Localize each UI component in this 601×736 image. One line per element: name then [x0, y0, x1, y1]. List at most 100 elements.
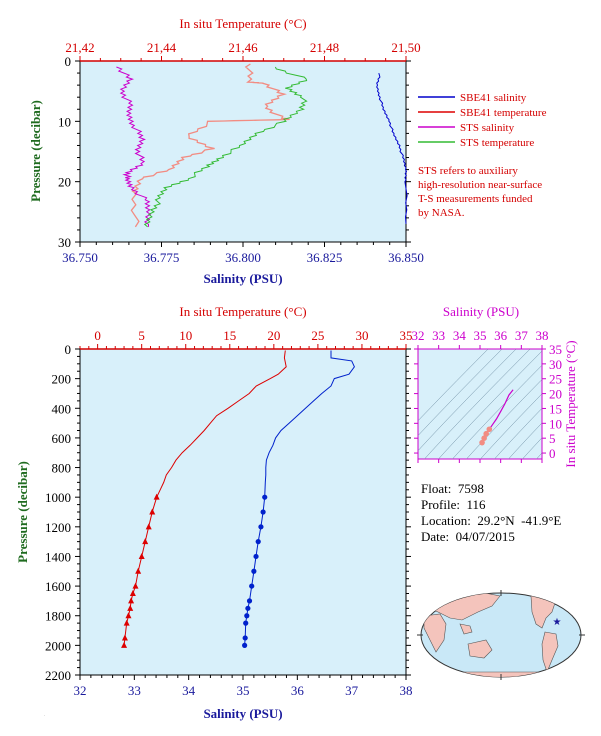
salinity-marker	[244, 613, 250, 619]
legend-label: SBE41 salinity	[460, 92, 527, 104]
temperature-marker	[125, 612, 132, 619]
upper-panel: In situ Temperature (°C) 21,42 21,44 21,46…	[28, 16, 547, 286]
upper-series-line-0	[376, 72, 408, 224]
temperature-marker	[121, 641, 128, 648]
upper-y-tick-label: 30	[58, 235, 71, 250]
ts-density-contours	[418, 349, 542, 459]
map-graticule	[417, 590, 585, 680]
lower-top-tick-label: 0	[94, 328, 101, 343]
lower-bottom-tick-label: 34	[182, 683, 196, 698]
sts-note: STS refers to auxiliary high-resolution …	[418, 165, 542, 219]
sts-note-line-1: STS refers to auxiliary	[418, 165, 518, 177]
lower-bottom-axis-title: Salinity (PSU)	[203, 706, 282, 721]
temperature-marker	[153, 493, 160, 500]
upper-series	[116, 63, 408, 228]
ts-right-tick-label: 30	[549, 357, 562, 372]
ts-right-tick-label: 10	[549, 416, 562, 431]
ts-right-tick-label: 35	[549, 342, 562, 357]
lower-bottom-tick-label: 37	[345, 683, 359, 698]
salinity-marker	[242, 642, 248, 648]
lower-y-tick-label: 800	[52, 461, 72, 476]
ts-top-tick-label: 33	[432, 328, 445, 343]
ts-right-tick-label: 25	[549, 372, 562, 387]
map-land-south-america	[541, 631, 559, 673]
lower-y-tick-label: 1400	[45, 549, 71, 564]
lower-bottom-tick-label: 36	[291, 683, 305, 698]
upper-bottom-ticks: 36.750 36.775 36.800 36.825 36.850	[62, 242, 424, 265]
salinity-marker	[251, 568, 257, 574]
ts-right-tick-label: 15	[549, 401, 562, 416]
ts-density-contour	[424, 349, 531, 459]
lower-y-tick-label: 1600	[45, 579, 71, 594]
temperature-marker	[123, 619, 130, 626]
ts-inset-right-axis-title: In situ Temperature (°C)	[563, 340, 578, 467]
upper-plot-area	[79, 60, 407, 243]
upper-series-line-3	[143, 66, 308, 228]
salinity-marker	[262, 494, 268, 500]
temperature-marker	[127, 604, 134, 611]
ts-right-tick-label: 5	[549, 431, 556, 446]
float-location: Location: 29.2°N -41.9°E	[421, 513, 562, 528]
ts-inset-top-axis-title: Salinity (PSU)	[443, 304, 519, 319]
sts-note-line-4: by NASA.	[418, 207, 465, 219]
ts-top-tick-label: 32	[412, 328, 425, 343]
upper-top-tick-label: 21,48	[310, 40, 339, 55]
temperature-marker	[129, 590, 136, 596]
legend-label: SBE41 temperature	[460, 107, 547, 119]
upper-bottom-tick-label: 36.825	[307, 250, 343, 265]
upper-y-tick-label: 10	[58, 114, 71, 129]
ts-top-tick-label: 35	[474, 328, 487, 343]
ts-inset-top-ticks: 32 33 34 35 36 37 38	[412, 328, 549, 463]
lower-series	[121, 350, 355, 648]
upper-bottom-tick-label: 36.750	[62, 250, 98, 265]
lower-bottom-tick-label: 38	[400, 683, 413, 698]
ts-density-contour	[438, 350, 542, 459]
upper-y-tick-label: 20	[58, 175, 71, 190]
temperature-marker	[142, 538, 149, 545]
legend-label: STS salinity	[460, 122, 515, 134]
map-land-australia	[467, 639, 493, 659]
ts-deep-point	[486, 426, 493, 433]
salinity-marker	[246, 598, 253, 604]
upper-bottom-tick-label: 36.775	[144, 250, 180, 265]
lower-y-tick-label: 2200	[45, 668, 71, 683]
world-map: ★	[417, 590, 585, 680]
map-land-southeast-asia	[459, 623, 473, 635]
temperature-marker	[128, 597, 135, 604]
float-location-star-icon: ★	[553, 617, 562, 628]
lower-top-tick-label: 35	[400, 328, 413, 343]
salinity-marker	[255, 539, 261, 545]
lower-y-ticks: 0 200 400 600 800 1000 1200 1400 1600 1800 2000 220…	[45, 342, 411, 683]
temperature-marker	[149, 508, 156, 515]
float-info: Float: 7598 Profile: 116 Location: 29.2°…	[421, 481, 561, 545]
legend-label: STS temperature	[460, 137, 534, 149]
lower-y-tick-label: 1000	[45, 490, 71, 505]
ts-density-contour	[418, 349, 489, 422]
upper-bottom-tick-label: 36.800	[225, 250, 261, 265]
temperature-marker	[132, 582, 139, 589]
ts-deep-point	[479, 439, 485, 446]
temperature-marker	[121, 634, 128, 641]
upper-top-tick-label: 21,44	[147, 40, 177, 55]
upper-series-line-1	[130, 63, 290, 228]
ts-density-contour	[494, 407, 542, 459]
lower-top-tick-label: 10	[179, 328, 192, 343]
lower-y-tick-label: 400	[52, 401, 72, 416]
upper-y-axis-title: Pressure (decibar)	[28, 100, 43, 202]
temperature-marker	[138, 552, 145, 559]
ts-density-contour	[508, 422, 542, 459]
sts-note-line-2: high-resolution near-surface	[418, 179, 542, 191]
profile-number: Profile: 116	[421, 497, 486, 512]
upper-top-axis-title: In situ Temperature (°C)	[179, 16, 306, 31]
profile-date: Date: 04/07/2015	[421, 529, 515, 544]
ts-density-contour	[466, 379, 542, 459]
ts-deep-point	[483, 430, 490, 437]
temperature-marker	[135, 567, 142, 574]
float-id: Float: 7598	[421, 481, 484, 496]
ts-top-tick-label: 36	[494, 328, 508, 343]
lower-y-tick-label: 1200	[45, 520, 71, 535]
upper-top-tick-label: 21,46	[228, 40, 258, 55]
salinity-marker	[253, 553, 259, 560]
lower-bottom-tick-label: 33	[128, 683, 141, 698]
